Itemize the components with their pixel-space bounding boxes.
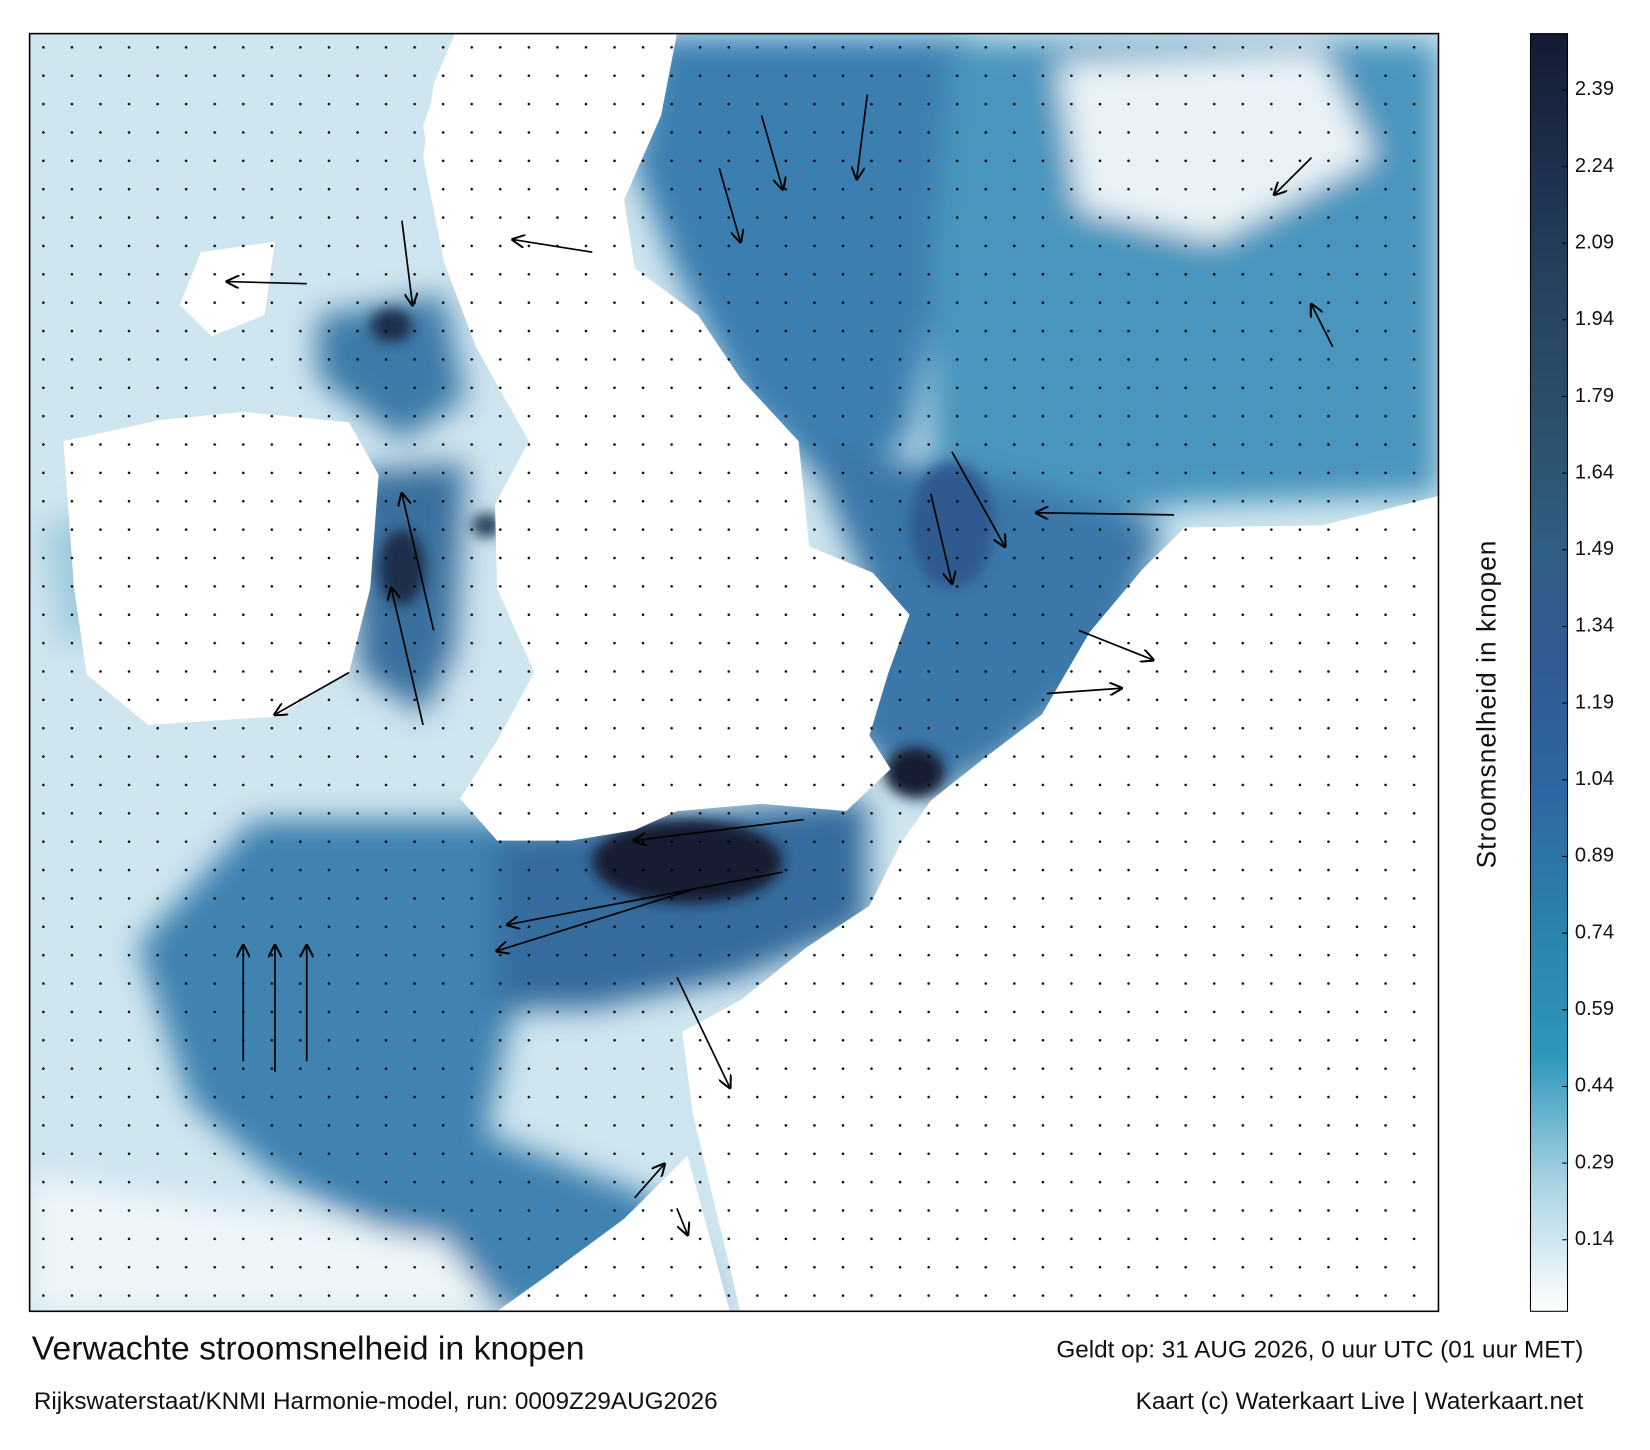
colorbar-tick-label: 1.49	[1575, 538, 1614, 560]
colorbar-tick-label: 1.64	[1575, 461, 1614, 483]
colorbar-tick-label: 0.89	[1575, 845, 1614, 867]
colorbar-scale	[1529, 33, 1569, 1312]
map-frame	[28, 32, 1440, 1313]
colorbar-tick-label: 0.29	[1575, 1151, 1614, 1173]
current-arrows	[227, 94, 1334, 1235]
colorbar-label: Stroomsnelheid in knopen	[1471, 540, 1501, 869]
colorbar-tick-label: 1.79	[1575, 385, 1614, 407]
map-credit: Kaart (c) Waterkaart Live | Waterkaart.n…	[1136, 1388, 1584, 1415]
valid-time: Geldt op: 31 AUG 2026, 0 uur UTC (01 uur…	[1056, 1337, 1583, 1364]
map-area	[29, 33, 1439, 1312]
colorbar-tick-label: 0.59	[1575, 998, 1614, 1020]
colorbar-tick-label: 1.04	[1575, 768, 1614, 790]
grid-dots	[29, 33, 1439, 1312]
colorbar-tick-label: 2.09	[1575, 231, 1614, 253]
colorbar-tick-label: 1.94	[1575, 308, 1614, 330]
colorbar-tick-label: 0.14	[1575, 1228, 1614, 1250]
colorbar-tick-label: 2.39	[1575, 78, 1614, 100]
model-subtitle: Rijkswaterstaat/KNMI Harmonie-model, run…	[34, 1388, 718, 1415]
colorbar-tick-label: 1.19	[1575, 691, 1614, 713]
map-title: Verwachte stroomsnelheid in knopen	[32, 1330, 585, 1368]
colorbar-tick-label: 0.44	[1575, 1075, 1614, 1097]
colorbar: Stroomsnelheid in knopen 0.14 0.29 0.44 0.5…	[1471, 33, 1614, 1312]
colorbar-tick-label: 2.24	[1575, 155, 1614, 177]
colorbar-tick-label: 0.74	[1575, 921, 1614, 943]
colorbar-tick-label: 1.34	[1575, 615, 1614, 637]
